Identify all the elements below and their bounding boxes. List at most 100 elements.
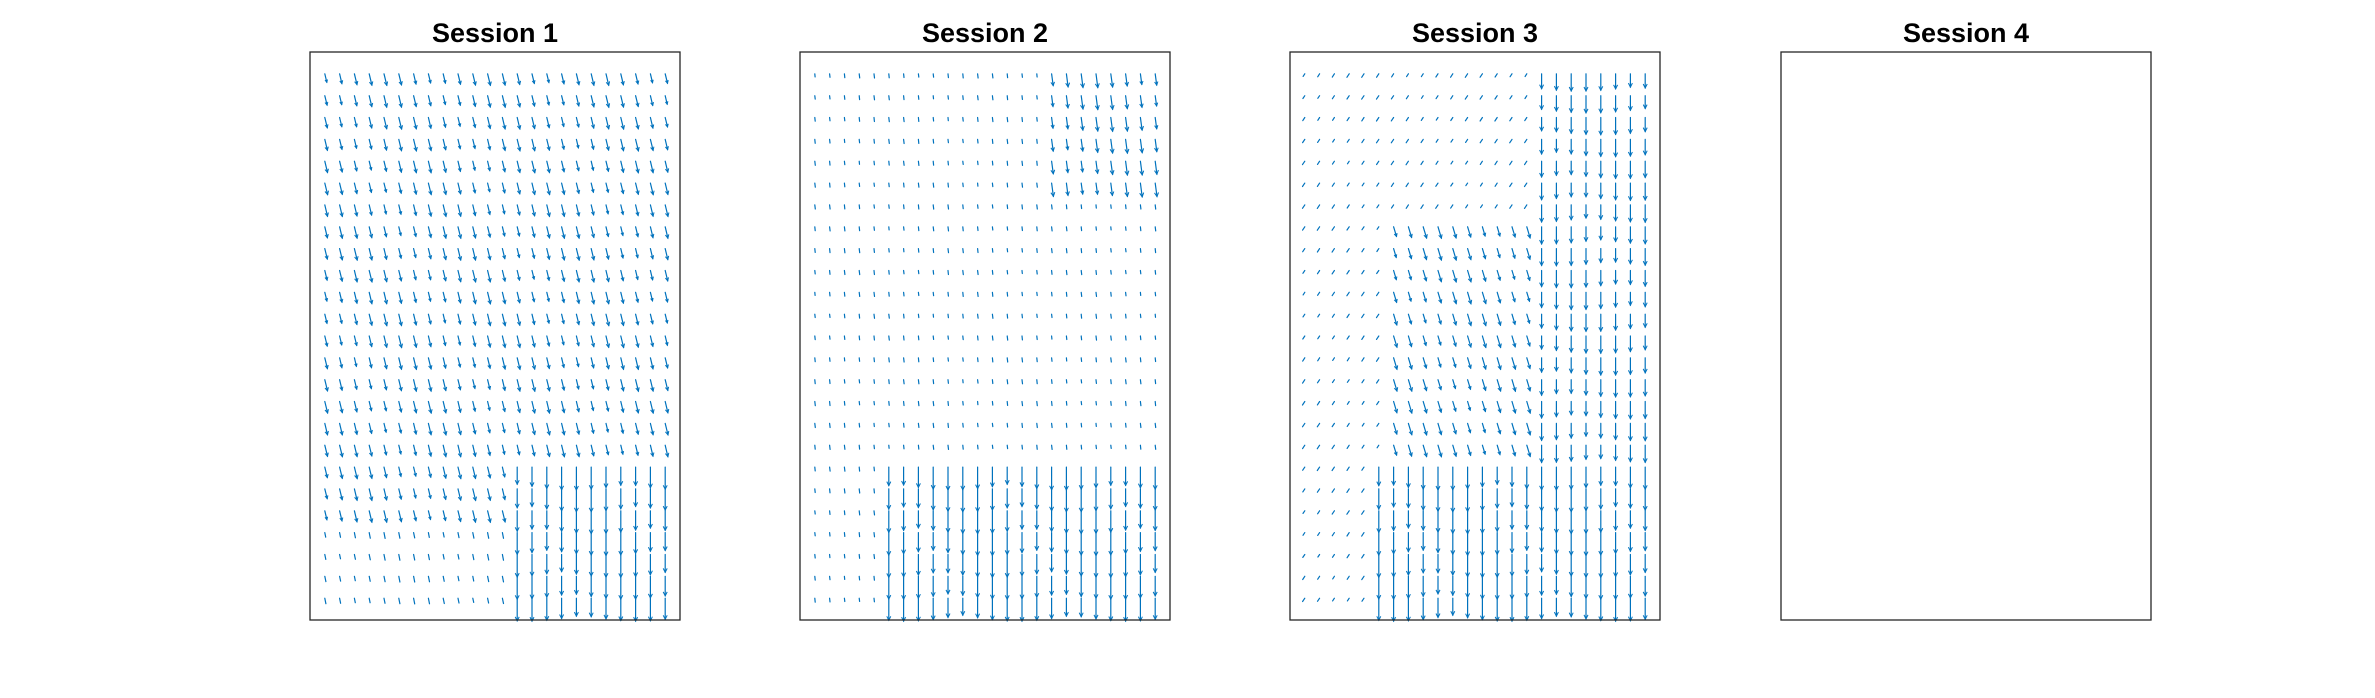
- quiver-arrow: [1332, 138, 1336, 143]
- quiver-arrow: [442, 466, 447, 479]
- quiver-arrow: [1407, 400, 1413, 414]
- quiver-arrow: [1080, 160, 1084, 173]
- quiver-arrow-head: [1568, 283, 1574, 289]
- quiver-arrow-head: [1124, 148, 1130, 155]
- quiver-arrow: [398, 95, 403, 108]
- quiver-arrow-head: [1438, 430, 1443, 436]
- quiver-arrow: [828, 226, 831, 232]
- quiver-arrow-head: [546, 79, 551, 84]
- quiver-arrow: [664, 357, 669, 369]
- quiver-arrow-head: [1109, 126, 1115, 133]
- quiver-arrow-head: [1050, 191, 1056, 198]
- quiver-arrow: [324, 116, 328, 129]
- quiver-arrow: [1361, 248, 1365, 253]
- quiver-arrow-head: [487, 167, 492, 172]
- quiver-arrow: [634, 248, 639, 259]
- quiver-arrow: [1124, 73, 1128, 87]
- quiver-arrow-head: [1527, 342, 1531, 348]
- quiver-arrow: [1523, 182, 1528, 188]
- quiver-arrow-head: [1568, 149, 1574, 156]
- quiver-arrow: [649, 444, 654, 457]
- quiver-arrow-head: [561, 80, 566, 85]
- quiver-arrow: [1361, 597, 1365, 602]
- quiver-arrow-head: [517, 168, 522, 174]
- quiver-arrow-head: [339, 168, 344, 173]
- quiver-arrow-head: [1539, 344, 1544, 351]
- quiver-arrow-head: [354, 277, 359, 283]
- quiver-arrow-head: [398, 408, 403, 414]
- quiver-arrow: [383, 248, 388, 260]
- quiver-arrow-head: [576, 123, 580, 128]
- quiver-arrow-head: [324, 297, 329, 303]
- quiver-arrow-head: [383, 451, 388, 456]
- quiver-arrow-head: [591, 407, 595, 412]
- quiver-arrow: [843, 488, 846, 494]
- quiver-arrow-head: [1524, 592, 1530, 599]
- quiver-arrow: [516, 313, 521, 326]
- quiver-arrow-head: [1583, 483, 1589, 489]
- quiver-arrow-head: [324, 430, 329, 436]
- quiver-arrow: [501, 335, 506, 348]
- quiver-arrow: [634, 357, 639, 370]
- quiver-arrow: [1110, 182, 1114, 196]
- quiver-arrow-head: [1482, 407, 1487, 413]
- quiver-arrow: [1080, 138, 1084, 152]
- quiver-arrow: [1346, 444, 1350, 449]
- quiver-arrow-head: [1527, 364, 1532, 370]
- quiver-arrow: [1524, 95, 1528, 100]
- quiver-arrow: [501, 269, 506, 282]
- quiver-arrow: [1361, 400, 1365, 405]
- quiver-arrow-head: [620, 299, 625, 305]
- quiver-arrow: [1302, 313, 1306, 318]
- quiver-arrow-head: [502, 210, 506, 215]
- quiver-arrow-head: [1453, 342, 1457, 348]
- quiver-arrow: [1452, 422, 1457, 435]
- quiver-arrow-head: [1109, 82, 1115, 89]
- quiver-arrow-head: [1093, 614, 1099, 621]
- quiver-arrow: [1422, 291, 1427, 303]
- quiver-arrow: [1361, 466, 1365, 471]
- quiver-arrow-head: [1568, 170, 1574, 176]
- quiver-arrow-head: [383, 364, 388, 370]
- quiver-arrow: [873, 553, 876, 560]
- quiver-arrow: [398, 466, 402, 477]
- quiver-arrow: [472, 444, 476, 457]
- quiver-arrow: [1465, 160, 1469, 165]
- quiver-arrow-head: [324, 276, 329, 282]
- quiver-arrow-head: [517, 365, 522, 371]
- quiver-arrow-head: [1598, 108, 1604, 114]
- quiver-arrow: [324, 73, 328, 83]
- quiver-arrow-head: [1152, 546, 1158, 552]
- quiver-arrow-head: [1019, 616, 1025, 623]
- quiver-arrow: [575, 248, 580, 261]
- quiver-arrow: [398, 335, 403, 349]
- quiver-arrow: [487, 357, 491, 369]
- quiver-arrow: [1346, 313, 1350, 319]
- quiver-arrow-head: [443, 255, 448, 261]
- quiver-arrow: [1450, 138, 1454, 143]
- quiver-arrow-head: [1423, 319, 1427, 324]
- quiver-arrow: [1021, 182, 1024, 188]
- quiver-arrow-head: [1583, 192, 1589, 198]
- quiver-arrow-head: [635, 233, 640, 238]
- quiver-arrow: [472, 553, 475, 561]
- quiver-arrow: [1346, 182, 1350, 187]
- quiver-arrow-head: [1393, 365, 1399, 371]
- quiver-arrow-head: [1598, 152, 1604, 158]
- quiver-arrow: [487, 95, 491, 108]
- quiver-arrow-head: [1034, 545, 1040, 552]
- quiver-arrow-head: [1497, 232, 1501, 237]
- quiver-arrow: [383, 466, 388, 479]
- quiver-arrow: [1435, 95, 1439, 100]
- quiver-arrow: [1496, 226, 1501, 237]
- quiver-arrow: [1376, 248, 1380, 253]
- quiver-arrow: [531, 160, 536, 174]
- quiver-arrow-head: [413, 146, 418, 152]
- quiver-arrow: [442, 73, 446, 84]
- quiver-arrow-head: [1553, 194, 1559, 200]
- quiver-arrow: [1496, 335, 1502, 348]
- quiver-arrow: [427, 138, 432, 152]
- quiver-arrow-head: [487, 81, 492, 87]
- quiver-arrow-head: [635, 190, 640, 196]
- quiver-arrow-head: [1627, 616, 1633, 622]
